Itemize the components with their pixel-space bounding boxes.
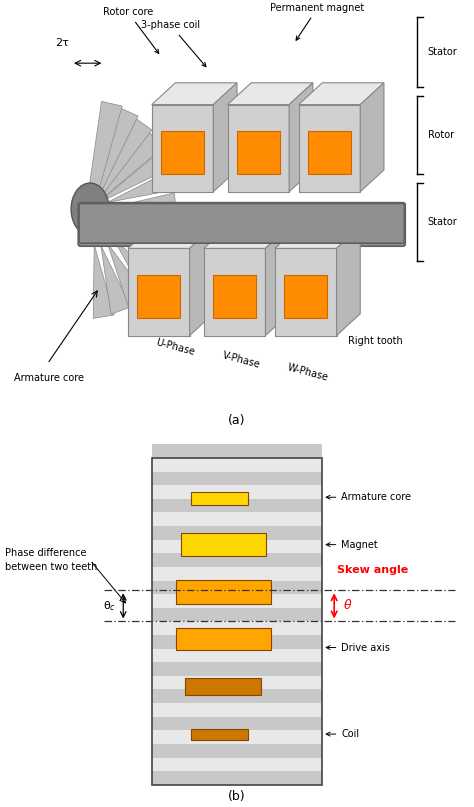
Text: W-Phase: W-Phase xyxy=(286,362,330,383)
Text: U-Phase: U-Phase xyxy=(155,337,196,358)
Bar xyxy=(128,249,190,336)
Bar xyxy=(181,533,266,556)
Bar xyxy=(176,580,271,604)
Bar xyxy=(152,758,322,771)
Polygon shape xyxy=(265,227,289,336)
Bar xyxy=(152,730,322,744)
Text: Stator: Stator xyxy=(428,217,457,228)
Bar xyxy=(152,554,322,567)
Polygon shape xyxy=(85,205,176,235)
Text: V-Phase: V-Phase xyxy=(222,350,262,370)
Bar xyxy=(152,689,322,703)
Text: Coil: Coil xyxy=(326,729,359,739)
Polygon shape xyxy=(360,83,384,192)
Bar xyxy=(228,105,289,192)
Text: Drive axis: Drive axis xyxy=(326,642,390,653)
Bar xyxy=(152,717,322,730)
Bar xyxy=(152,635,322,649)
Polygon shape xyxy=(85,205,173,257)
Bar xyxy=(152,567,322,580)
Bar xyxy=(152,675,322,689)
Bar xyxy=(152,499,322,512)
Bar xyxy=(275,249,337,336)
Text: 2τ: 2τ xyxy=(55,38,69,48)
FancyBboxPatch shape xyxy=(79,203,404,243)
Bar xyxy=(213,274,256,318)
Text: Skew angle: Skew angle xyxy=(337,565,408,575)
Polygon shape xyxy=(190,227,213,336)
Text: Armature core: Armature core xyxy=(14,374,84,383)
Polygon shape xyxy=(85,102,122,214)
Bar xyxy=(152,608,322,621)
Polygon shape xyxy=(128,227,213,249)
Bar xyxy=(191,492,248,505)
Bar xyxy=(152,594,322,608)
Polygon shape xyxy=(337,227,360,336)
Bar xyxy=(152,540,322,554)
Text: Left tooth: Left tooth xyxy=(284,325,332,336)
Bar xyxy=(152,526,322,540)
Polygon shape xyxy=(213,83,237,192)
Polygon shape xyxy=(85,205,114,318)
Ellipse shape xyxy=(71,183,109,236)
Text: (b): (b) xyxy=(228,790,246,803)
Polygon shape xyxy=(85,171,175,214)
Bar xyxy=(152,744,322,758)
Bar xyxy=(152,105,213,192)
Polygon shape xyxy=(85,205,131,314)
Text: Magnet: Magnet xyxy=(326,540,378,550)
Bar xyxy=(152,663,322,675)
Polygon shape xyxy=(299,83,384,105)
Text: θ: θ xyxy=(344,600,351,613)
Bar xyxy=(176,628,271,650)
Bar xyxy=(152,458,322,471)
Text: Rotor core: Rotor core xyxy=(103,7,159,53)
Bar xyxy=(185,679,261,695)
Text: Right tooth: Right tooth xyxy=(348,337,403,346)
FancyBboxPatch shape xyxy=(78,203,405,246)
Bar xyxy=(308,131,351,174)
Bar xyxy=(152,471,322,485)
Polygon shape xyxy=(152,83,237,105)
Bar xyxy=(152,458,322,784)
Polygon shape xyxy=(85,118,152,214)
Bar xyxy=(191,729,248,740)
Polygon shape xyxy=(85,193,176,214)
Polygon shape xyxy=(85,205,146,306)
Bar xyxy=(152,703,322,717)
Polygon shape xyxy=(228,83,313,105)
Polygon shape xyxy=(85,205,167,276)
Polygon shape xyxy=(85,205,158,293)
Bar xyxy=(284,274,327,318)
Text: θ$_c$: θ$_c$ xyxy=(103,599,116,613)
Polygon shape xyxy=(85,132,163,214)
Bar xyxy=(152,458,322,784)
Bar xyxy=(152,771,322,784)
Bar xyxy=(299,105,360,192)
Text: (a): (a) xyxy=(228,414,246,427)
Text: Permanent magnet: Permanent magnet xyxy=(271,3,365,40)
Bar xyxy=(237,131,280,174)
Text: Stator: Stator xyxy=(428,48,457,57)
Bar xyxy=(152,649,322,663)
Text: Phase difference
between two teeth: Phase difference between two teeth xyxy=(5,548,97,572)
Bar xyxy=(152,485,322,499)
Bar xyxy=(161,131,204,174)
Polygon shape xyxy=(85,150,171,214)
Text: Rotor: Rotor xyxy=(428,130,454,140)
Polygon shape xyxy=(275,227,360,249)
Bar xyxy=(152,621,322,635)
Bar xyxy=(204,249,265,336)
Polygon shape xyxy=(289,83,313,192)
Bar xyxy=(152,512,322,526)
Text: 3-phase coil: 3-phase coil xyxy=(141,20,206,67)
Bar xyxy=(152,580,322,594)
Bar xyxy=(137,274,180,318)
Polygon shape xyxy=(85,107,138,214)
Text: Armature core: Armature core xyxy=(326,492,411,502)
Bar xyxy=(152,445,322,458)
Polygon shape xyxy=(204,227,289,249)
